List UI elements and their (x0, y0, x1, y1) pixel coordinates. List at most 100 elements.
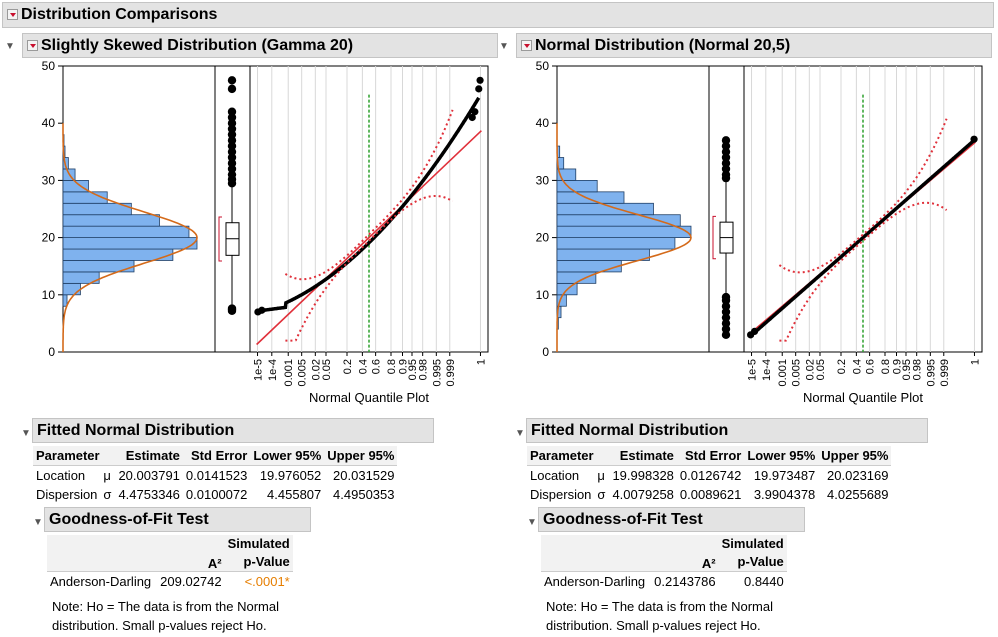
table-cell: 4.0255689 (827, 487, 889, 502)
y-tick-label: 30 (42, 173, 56, 187)
quantile-tick-label: 0.05 (815, 359, 827, 380)
quantile-tick-label: 0.8 (386, 359, 398, 374)
table-header-row: Parameter Estimate Std Error Lower 95% Upper… (527, 446, 892, 466)
p-value: <.0001* (244, 574, 290, 589)
column-header: Estimate (115, 446, 183, 466)
shortest-half-bracket (712, 215, 716, 260)
table-row: Anderson-Darling 209.02742 <.0001* (47, 572, 293, 592)
quantile-tick-label: 1e-4 (761, 359, 773, 381)
table-header-row: A² Simulated p-Value (47, 535, 293, 572)
outlier-point (721, 292, 731, 302)
panel-menu-icon[interactable] (27, 40, 38, 52)
quantile-tick-label: 1e-4 (267, 359, 279, 381)
column-header (541, 535, 649, 572)
distribution-plots: 50 40 30 20 10 0 1e-5 1e-4 0.001 0.005 0.020.05 0.2… (536, 59, 983, 405)
column-header: Lower 95% (744, 446, 819, 466)
quantile-tick-label: 0.8 (880, 359, 892, 374)
quantile-tick-label: 1e-5 (253, 359, 265, 381)
disclosure-icon[interactable]: ▼ (33, 517, 43, 528)
column-header: Parameter (527, 446, 610, 466)
histogram-bar (556, 225, 692, 239)
histogram-bar (556, 214, 681, 227)
histogram-bar (62, 180, 89, 193)
histogram-bar (556, 168, 577, 181)
panel-header[interactable]: ▼ Normal Distribution (Normal 20,5) (499, 33, 992, 58)
column-header: Estimate (609, 446, 677, 466)
quantile-tick-label: 0.2 (836, 359, 848, 374)
parameter-table: Parameter Estimate Std Error Lower 95% Upper… (527, 446, 892, 504)
disclosure-icon[interactable]: ▼ (5, 41, 15, 52)
confidence-band-lower (285, 195, 454, 342)
report-menu-icon[interactable] (7, 9, 18, 21)
a2-value: 209.02742 (160, 574, 222, 589)
table-cell: 19.976052 (259, 468, 322, 483)
histogram-bar (62, 282, 81, 296)
quantile-tick-label: 0.999 (445, 359, 457, 387)
histogram-bar (556, 237, 676, 250)
quantile-points (752, 140, 974, 336)
histogram-bar (62, 214, 160, 227)
report-title: Distribution Comparisons (21, 6, 218, 23)
disclosure-icon[interactable]: ▼ (527, 517, 537, 528)
report-header[interactable]: Distribution Comparisons (2, 2, 994, 28)
test-name: Anderson-Darling (544, 574, 646, 589)
histogram-bar (556, 248, 650, 261)
table-row: Dispersion σ 4.0079258 0.0089621 3.9904378 4.… (527, 485, 891, 504)
gof-table: A² Simulated p-Value Anderson-Darling 0.2143… (541, 535, 787, 591)
confidence-band-upper (284, 109, 454, 281)
quantile-point (258, 306, 266, 314)
quantile-plot-label: Normal Quantile Plot (803, 390, 923, 405)
table-cell: 19.973487 (753, 468, 816, 483)
parameter-table: Parameter Estimate Std Error Lower 95% Upper… (33, 446, 398, 504)
a2-value: 0.2143786 (654, 574, 716, 589)
quantile-tick-label: 0.98 (418, 359, 430, 380)
quantile-tick-label: 0.995 (925, 359, 937, 387)
quantile-tick-label: 0.9 (891, 359, 903, 374)
disclosure-icon[interactable]: ▼ (515, 428, 525, 439)
fitted-normal-title: Fitted Normal Distribution (37, 422, 235, 439)
quantile-tick-label: 1 (475, 359, 487, 365)
quantile-point (471, 108, 479, 116)
column-header-a2: A² (648, 535, 719, 572)
y-tick-label: 40 (42, 116, 56, 130)
gof-header[interactable]: ▼ Goodness-of-Fit Test (33, 507, 311, 532)
quantile-tick-label: 0.995 (431, 359, 443, 387)
table-cell: 20.023169 (827, 468, 889, 483)
panel-menu-icon[interactable] (521, 40, 532, 52)
quantile-tick-label: 0.005 (297, 359, 309, 387)
table-cell: 3.9904378 (753, 487, 816, 502)
outlier-point (227, 84, 237, 94)
table-header-row: A² Simulated p-Value (541, 535, 787, 572)
gof-note: Note: Ho = The data is from the Normal d… (52, 599, 279, 633)
quantile-tick-label: 0.6 (865, 359, 877, 374)
table-cell: 0.0126742 (679, 468, 742, 483)
quantile-point (475, 85, 483, 93)
quantile-tick-label: 0.98 (912, 359, 924, 380)
quantile-tick-label: 1 (969, 359, 981, 365)
quantile-tick-label: 0.2 (342, 359, 354, 374)
y-tick-label: 0 (48, 345, 55, 359)
fitted-normal-title: Fitted Normal Distribution (531, 422, 729, 439)
y-tick-label: 30 (536, 173, 550, 187)
table-cell: 20.031529 (333, 468, 395, 483)
gof-header[interactable]: ▼ Goodness-of-Fit Test (527, 507, 805, 532)
quantile-tick-label: 0.95 (407, 359, 419, 380)
fitted-normal-header[interactable]: ▼ Fitted Normal Distribution (515, 418, 928, 443)
outlier-point (227, 304, 237, 313)
panel-title: Slightly Skewed Distribution (Gamma 20) (41, 37, 354, 54)
table-row: Dispersion σ 4.4753346 0.0100072 4.455807 4.4… (33, 485, 397, 504)
y-tick-label: 40 (536, 116, 550, 130)
disclosure-icon[interactable]: ▼ (21, 428, 31, 439)
fitted-normal-header[interactable]: ▼ Fitted Normal Distribution (21, 418, 434, 443)
pvalue-header-line1: Simulated (227, 536, 290, 551)
column-header-pvalue: Simulated p-Value (224, 535, 293, 572)
histogram-bar (556, 191, 625, 204)
disclosure-icon[interactable]: ▼ (499, 41, 509, 52)
panel-header[interactable]: ▼ Slightly Skewed Distribution (Gamma 20) (5, 33, 498, 58)
outlier-point (721, 136, 731, 145)
outlier-point (227, 107, 237, 116)
distribution-plots: 50 40 30 20 10 0 1e-5 1e-4 0.001 0.005 0.020.05 0.2… (42, 59, 489, 405)
table-row: Location μ 20.003791 0.0141523 19.976052 20.0… (33, 466, 397, 486)
outlier-point (227, 76, 237, 85)
table-cell: 20.003791 (118, 468, 180, 483)
